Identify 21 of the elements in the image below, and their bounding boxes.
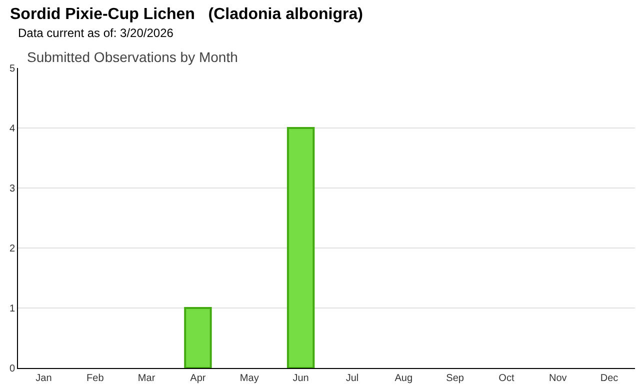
x-tick-label: May (240, 373, 259, 384)
x-tick-label: Nov (548, 373, 567, 384)
x-tick-label: Feb (86, 373, 104, 384)
x-tick-label: Jun (292, 373, 309, 384)
text: Submitted Observations by Month (27, 49, 238, 65)
x-tick-label: Dec (600, 373, 618, 384)
x-tick-label: Jul (346, 373, 359, 384)
x-tick-label: Oct (498, 373, 514, 384)
y-tick-label: 1 (9, 304, 16, 314)
y-tick-label: 4 (9, 124, 16, 134)
y-tick-label: 5 (9, 64, 16, 74)
y-tick-label: 0 (9, 364, 16, 374)
chart-subtitle: Data current as of: 3/20/2026 (18, 26, 174, 40)
y-tick-label: 3 (9, 184, 16, 194)
chart-title: Sordid Pixie-Cup Lichen (Cladonia albonigra) (10, 6, 363, 23)
x-tick-label: Mar (138, 373, 156, 384)
x-tick-label: Aug (394, 373, 413, 384)
x-tick-label: Sep (446, 373, 464, 384)
x-tick-label: Jan (36, 373, 52, 384)
y-tick-label: 2 (9, 244, 16, 254)
x-tick-label: Apr (190, 373, 206, 384)
